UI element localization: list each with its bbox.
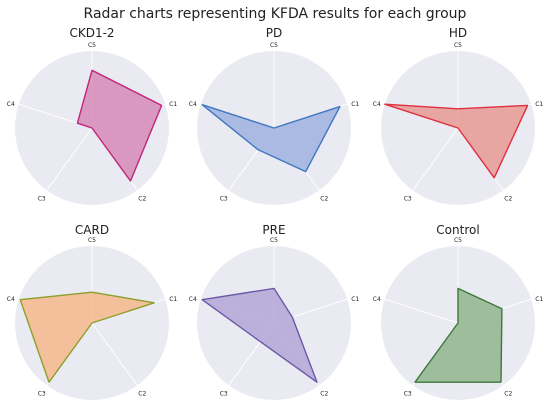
radar-axis-label-c5: C5 xyxy=(454,42,462,49)
radar-series-hd xyxy=(384,103,529,179)
radar-axis-label-c4: C4 xyxy=(373,101,381,108)
radar-axis-label-c3: C3 xyxy=(404,390,412,397)
panel-title: PD xyxy=(266,26,282,40)
radar-series-pre xyxy=(201,287,318,383)
figure-title: Radar charts representing KFDA results f… xyxy=(84,6,467,22)
radar-axis-label-c4: C4 xyxy=(373,296,381,303)
panel-title: HD xyxy=(449,26,467,40)
radar-axis-label-c1: C1 xyxy=(169,296,177,303)
radar-axis-label-c4: C4 xyxy=(7,101,15,108)
radar-axis-label-c2: C2 xyxy=(504,195,512,202)
radar-axis-label-c1: C1 xyxy=(351,296,359,303)
radar-hd: C1 C2 C3 C4 C5 HD xyxy=(373,26,543,205)
radar-axis-label-c1: C1 xyxy=(169,101,177,108)
radar-series-control xyxy=(414,287,503,383)
radar-axis-label-c5: C5 xyxy=(88,237,96,244)
radar-axis-label-c3: C3 xyxy=(404,195,412,202)
radar-axis-label-c5: C5 xyxy=(270,237,278,244)
radar-axis-label-c4: C4 xyxy=(189,101,197,108)
radar-axis-label-c5: C5 xyxy=(88,42,96,49)
panel-title: PRE xyxy=(262,223,285,237)
radar-axis-label-c1: C1 xyxy=(535,101,543,108)
radar-pd: C1 C2 C3 C4 C5 PD xyxy=(189,26,359,205)
radar-series-pd xyxy=(201,103,341,173)
radar-series-card xyxy=(19,291,155,383)
radar-axis-label-c2: C2 xyxy=(138,390,146,397)
radar-spoke-c2 xyxy=(91,322,138,386)
radar-axis-label-c3: C3 xyxy=(220,195,228,202)
radar-axis-label-c4: C4 xyxy=(189,296,197,303)
panel-title: CKD1-2 xyxy=(69,26,114,40)
radar-ckd1-2: C1 C2 C3 C4 C5 CKD1-2 xyxy=(7,26,177,205)
radar-spoke-c3 xyxy=(412,127,459,191)
radar-axis-label-c2: C2 xyxy=(320,195,328,202)
radar-axis-label-c3: C3 xyxy=(220,390,228,397)
radar-axis-label-c2: C2 xyxy=(320,390,328,397)
panel-title: CARD xyxy=(75,223,109,237)
radar-axis-label-c1: C1 xyxy=(535,296,543,303)
radar-spoke-c3 xyxy=(46,127,93,191)
radar-axis-label-c1: C1 xyxy=(351,101,359,108)
radar-spoke-c4 xyxy=(384,298,459,324)
radar-axis-label-c2: C2 xyxy=(504,390,512,397)
radar-axis-label-c5: C5 xyxy=(454,237,462,244)
radar-axis-label-c3: C3 xyxy=(38,390,46,397)
radar-axis-label-c3: C3 xyxy=(38,195,46,202)
radar-axis-label-c5: C5 xyxy=(270,42,278,49)
panel-title: Control xyxy=(436,223,479,237)
radar-axis-label-c4: C4 xyxy=(7,296,15,303)
radar-series-ckd1-2 xyxy=(76,69,163,182)
radar-axis-label-c2: C2 xyxy=(138,195,146,202)
